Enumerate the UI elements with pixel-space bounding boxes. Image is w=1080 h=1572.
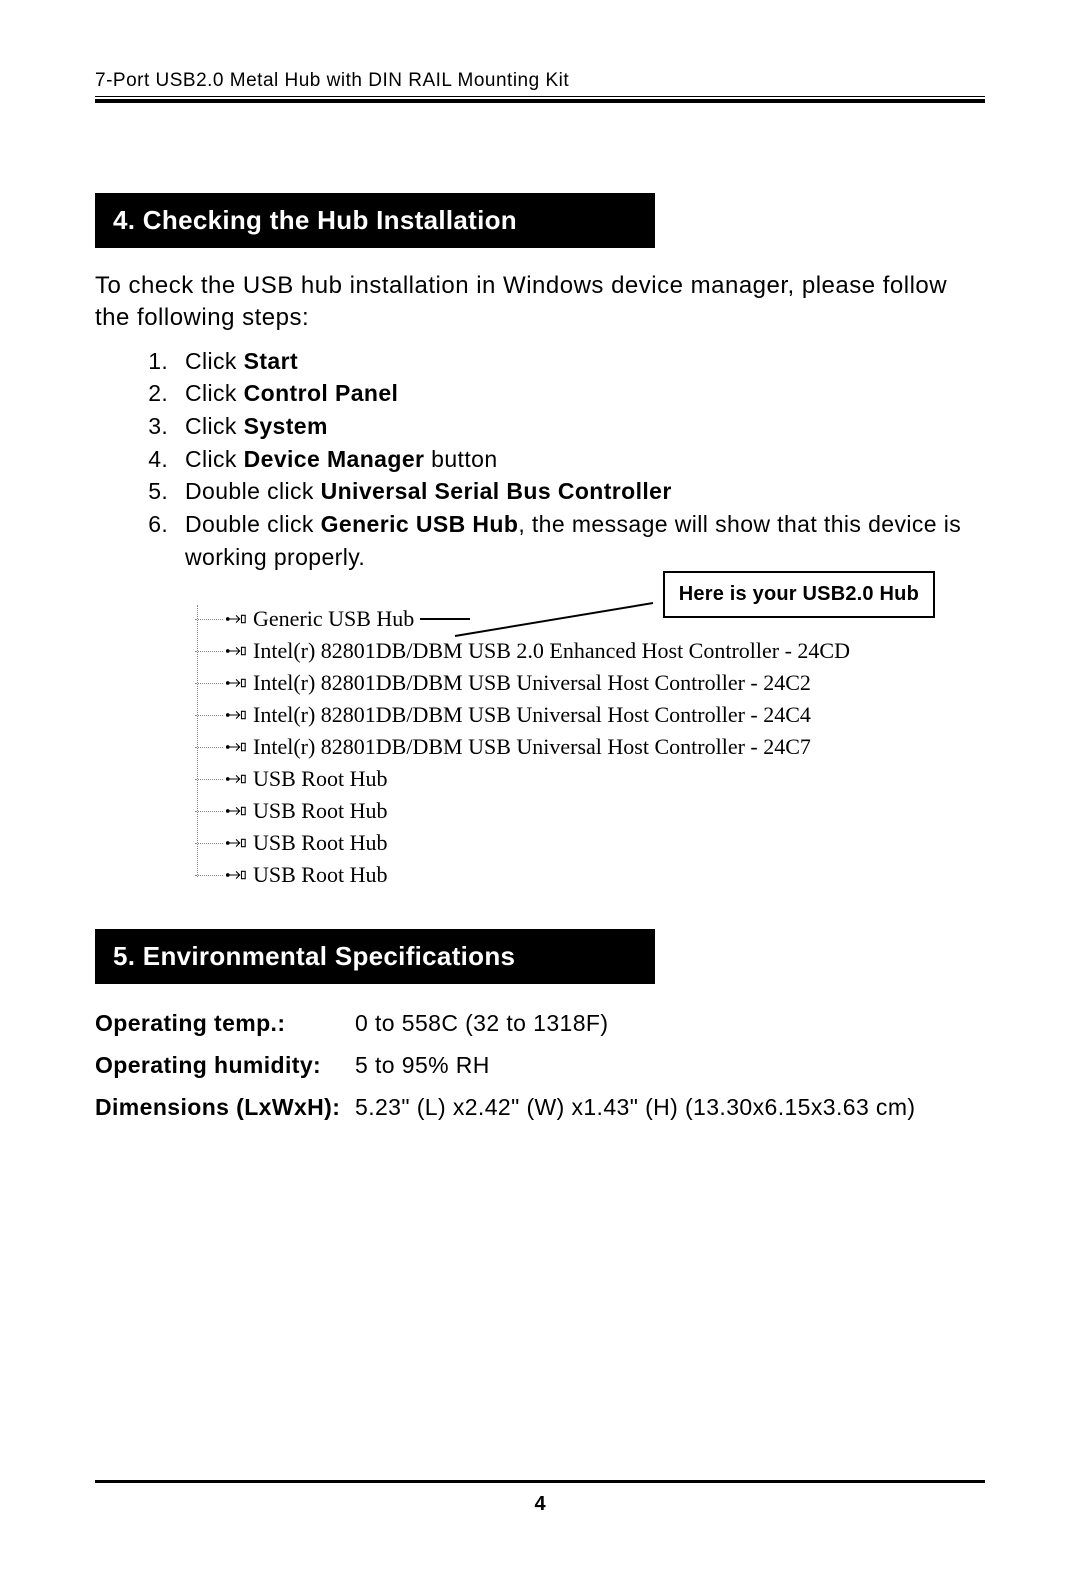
steps-list: Click Start Click Control Panel Click Sy… xyxy=(95,345,985,574)
tree-item: USB Root Hub xyxy=(195,763,915,795)
usb-icon xyxy=(225,707,247,723)
header-rule xyxy=(95,96,985,103)
usb-icon xyxy=(225,675,247,691)
tree-item: Intel(r) 82801DB/DBM USB 2.0 Enhanced Ho… xyxy=(195,635,915,667)
spec-value: 5.23" (L) x2.42" (W) x1.43" (H) (13.30x6… xyxy=(355,1090,985,1126)
page-header: 7-Port USB2.0 Metal Hub with DIN RAIL Mo… xyxy=(95,70,985,92)
usb-icon xyxy=(225,803,247,819)
tree-item: USB Root Hub xyxy=(195,859,915,891)
step-item: Click System xyxy=(175,410,985,443)
tree-item: Intel(r) 82801DB/DBM USB Universal Host … xyxy=(195,699,915,731)
step-item: Double click Generic USB Hub, the messag… xyxy=(175,508,985,573)
tree-item: Intel(r) 82801DB/DBM USB Universal Host … xyxy=(195,667,915,699)
usb-icon xyxy=(225,771,247,787)
section-4-intro: To check the USB hub installation in Win… xyxy=(95,270,985,335)
device-tree: Generic USB Hub Intel(r) 82801DB/DBM USB… xyxy=(155,579,915,891)
spec-label: Operating temp.: xyxy=(95,1006,355,1042)
callout-label: Here is your USB2.0 Hub xyxy=(663,571,935,618)
step-item: Click Control Panel xyxy=(175,377,985,410)
spec-value: 5 to 95% RH xyxy=(355,1048,985,1084)
footer-rule xyxy=(95,1480,985,1483)
spec-label: Operating humidity: xyxy=(95,1048,355,1084)
spec-label: Dimensions (LxWxH): xyxy=(95,1090,355,1126)
specs-table: Operating temp.: 0 to 558C (32 to 1318F)… xyxy=(95,1006,985,1125)
section-5-heading: 5. Environmental Specifications xyxy=(95,929,655,984)
page-footer: 4 xyxy=(95,1472,985,1516)
step-item: Double click Universal Serial Bus Contro… xyxy=(175,475,985,508)
spec-row: Operating humidity: 5 to 95% RH xyxy=(95,1048,985,1084)
spec-value: 0 to 558C (32 to 1318F) xyxy=(355,1006,985,1042)
document-page: 7-Port USB2.0 Metal Hub with DIN RAIL Mo… xyxy=(0,0,1080,1572)
usb-icon xyxy=(225,867,247,883)
spec-row: Dimensions (LxWxH): 5.23" (L) x2.42" (W)… xyxy=(95,1090,985,1126)
device-manager-screenshot: Here is your USB2.0 Hub Generic USB Hub … xyxy=(155,579,915,891)
usb-icon xyxy=(225,611,247,627)
usb-icon xyxy=(225,835,247,851)
usb-icon xyxy=(225,643,247,659)
tree-item: USB Root Hub xyxy=(195,795,915,827)
step-item: Click Device Manager button xyxy=(175,443,985,476)
tree-item: USB Root Hub xyxy=(195,827,915,859)
step-item: Click Start xyxy=(175,345,985,378)
tree-item: Intel(r) 82801DB/DBM USB Universal Host … xyxy=(195,731,915,763)
spec-row: Operating temp.: 0 to 558C (32 to 1318F) xyxy=(95,1006,985,1042)
section-4-heading: 4. Checking the Hub Installation xyxy=(95,193,655,248)
usb-icon xyxy=(225,739,247,755)
page-number: 4 xyxy=(95,1493,985,1516)
